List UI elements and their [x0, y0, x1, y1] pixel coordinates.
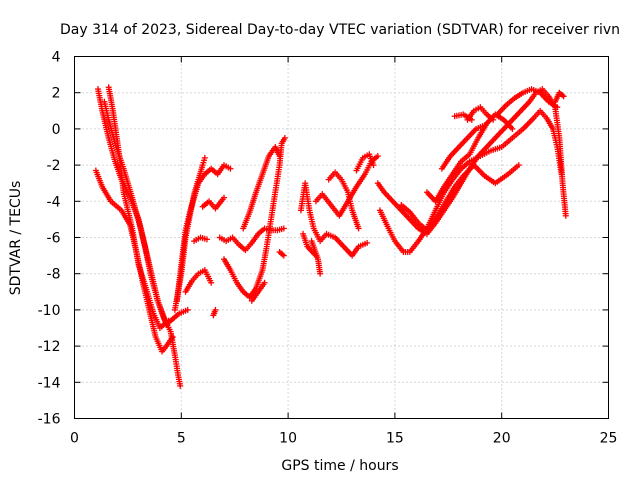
series-arc-4: [105, 84, 172, 331]
series-arc-24: [398, 162, 522, 234]
series-arc-15: [276, 248, 287, 259]
data-point: [317, 270, 324, 277]
data-point: [208, 279, 215, 286]
data-point: [227, 165, 234, 172]
series-arc-9: [191, 234, 210, 245]
data-point: [165, 317, 172, 324]
y-tick-label: 2: [52, 86, 61, 102]
data-point: [490, 116, 497, 123]
y-tick-label: -6: [47, 231, 61, 247]
y-tick-label: -14: [38, 375, 61, 391]
series-arc-14: [248, 279, 268, 304]
data-point: [177, 382, 184, 389]
y-tick-label: -10: [38, 303, 61, 319]
gridlines: [74, 56, 609, 419]
x-tick-label: 20: [493, 431, 511, 447]
series-arc-16: [297, 180, 371, 259]
data-point: [560, 93, 567, 100]
data-point: [280, 225, 287, 232]
series-arc-6: [174, 162, 234, 304]
data-point: [374, 153, 381, 160]
data-point: [276, 153, 283, 160]
data-point: [558, 171, 565, 178]
x-tick-label: 0: [70, 431, 79, 447]
series-arc-20: [325, 169, 362, 232]
data-point: [203, 236, 210, 243]
x-tick-label: 10: [279, 431, 297, 447]
y-tick-label: -8: [47, 267, 61, 283]
series-arc-12: [221, 134, 288, 301]
series-arc-8: [210, 306, 219, 319]
y-tick-label: -16: [38, 412, 61, 428]
series-arc-30: [552, 89, 567, 105]
chart-title: Day 314 of 2023, Sidereal Day-to-day VTE…: [60, 22, 620, 38]
data-point: [281, 134, 288, 141]
series-arc-26: [438, 122, 488, 172]
series-arc-18: [308, 238, 324, 277]
series-arc-21: [353, 151, 377, 174]
x-tick-label: 25: [600, 431, 618, 447]
data-point: [562, 212, 569, 219]
y-axis-label: SDTVAR / TECUs: [8, 181, 24, 296]
y-tick-label: 0: [52, 122, 61, 138]
data-point: [201, 154, 208, 161]
data-point: [212, 306, 219, 313]
y-tick-label: -12: [38, 339, 61, 355]
data-point: [169, 334, 176, 341]
data-point: [184, 306, 191, 313]
y-tick-label: 4: [52, 50, 61, 66]
y-tick-label: -2: [47, 158, 61, 174]
data-point: [468, 116, 475, 123]
data-point: [280, 252, 287, 259]
data-point: [509, 125, 516, 132]
y-tick-label: -4: [47, 194, 61, 210]
series-arc-29: [494, 86, 561, 118]
data-point: [364, 239, 371, 246]
x-tick-label: 5: [177, 431, 186, 447]
data-point: [370, 162, 377, 169]
data-point: [221, 194, 228, 201]
x-tick-label: 15: [386, 431, 404, 447]
x-axis-label: GPS time / hours: [281, 458, 398, 474]
data-marks: [92, 84, 569, 389]
series-arc-19: [312, 153, 381, 219]
data-point: [554, 104, 561, 111]
series-arc-23: [376, 107, 565, 255]
series-arc-28: [451, 111, 475, 123]
series-arc-13: [240, 144, 283, 232]
data-point: [515, 162, 522, 169]
series-arc-11: [216, 225, 287, 254]
data-point: [261, 279, 268, 286]
data-point: [355, 225, 362, 232]
data-point: [481, 122, 488, 129]
series-arc-10: [199, 194, 228, 212]
series-arc-7: [182, 267, 215, 295]
